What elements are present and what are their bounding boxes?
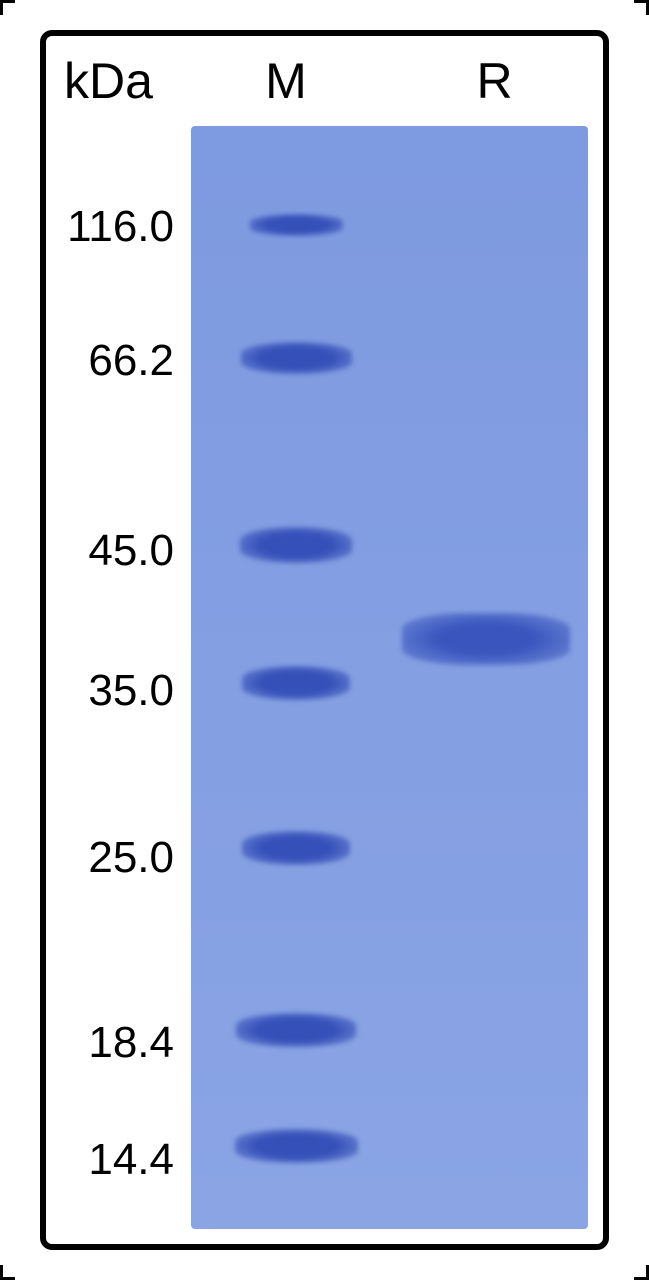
marker-lane [221, 126, 371, 1229]
marker-band [250, 214, 343, 236]
mw-label: 45.0 [88, 526, 174, 576]
gel-area [191, 126, 588, 1229]
sample-band [402, 613, 570, 665]
mw-label: 14.4 [88, 1135, 174, 1185]
corner-decoration [634, 0, 649, 15]
marker-band [235, 1129, 358, 1163]
marker-band [240, 527, 353, 563]
mw-label: 66.2 [88, 336, 174, 386]
marker-band [242, 666, 350, 700]
mw-label: 35.0 [88, 666, 174, 716]
unit-label: kDa [46, 52, 186, 110]
marker-band [242, 831, 350, 865]
mw-labels-column: 116.0 66.2 45.0 35.0 25.0 18.4 14.4 [46, 126, 186, 1244]
sample-lane-label: R [386, 52, 603, 110]
marker-band [241, 342, 352, 374]
mw-label: 116.0 [67, 202, 174, 252]
marker-lane-label: M [186, 52, 386, 110]
gel-frame: kDa M R 116.0 66.2 45.0 35.0 25.0 18.4 14.4 [40, 30, 609, 1250]
mw-label: 18.4 [88, 1018, 174, 1068]
corner-decoration [0, 1265, 15, 1280]
corner-decoration [634, 1265, 649, 1280]
sample-lane [398, 126, 573, 1229]
marker-band [236, 1013, 356, 1047]
gel-image-container: kDa M R 116.0 66.2 45.0 35.0 25.0 18.4 14.4 [0, 0, 649, 1280]
corner-decoration [0, 0, 15, 15]
gel-body: 116.0 66.2 45.0 35.0 25.0 18.4 14.4 [46, 126, 603, 1244]
header-row: kDa M R [46, 36, 603, 126]
mw-label: 25.0 [88, 833, 174, 883]
